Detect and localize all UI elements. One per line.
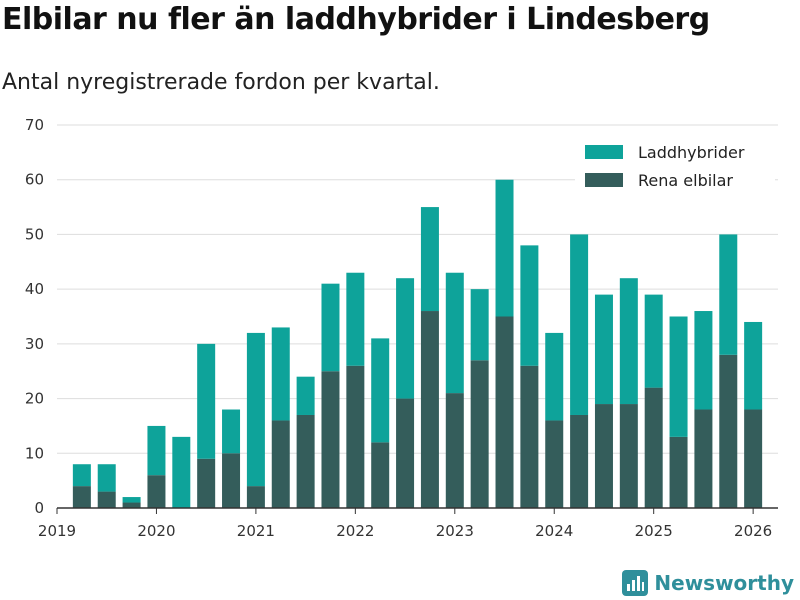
y-tick-label: 50 bbox=[25, 225, 44, 243]
x-tick-label: 2026 bbox=[734, 522, 772, 540]
bar-rena-elbilar bbox=[669, 436, 688, 508]
chart-subtitle: Antal nyregistrerade fordon per kvartal. bbox=[2, 70, 440, 95]
bar-rena-elbilar bbox=[545, 420, 564, 508]
bar-laddhybrider bbox=[97, 464, 116, 492]
bar-laddhybrider bbox=[72, 464, 91, 487]
x-tick-label: 2020 bbox=[137, 522, 175, 540]
y-tick-label: 40 bbox=[25, 280, 44, 298]
bar-laddhybrider bbox=[147, 425, 166, 476]
legend-label: Laddhybrider bbox=[638, 143, 745, 162]
bar-rena-elbilar bbox=[396, 398, 415, 508]
bar-rena-elbilar bbox=[147, 475, 166, 508]
bar-rena-elbilar bbox=[97, 491, 116, 508]
bar-laddhybrider bbox=[719, 234, 738, 355]
x-tick-label: 2024 bbox=[535, 522, 573, 540]
bar-rena-elbilar bbox=[470, 360, 489, 508]
bar-laddhybrider bbox=[644, 294, 663, 388]
bar-laddhybrider bbox=[669, 316, 688, 437]
brand-logo: Newsworthy bbox=[622, 570, 794, 596]
y-tick-label: 10 bbox=[25, 444, 44, 462]
bar-laddhybrider bbox=[470, 289, 489, 361]
legend-swatch bbox=[585, 173, 623, 187]
y-tick-label: 70 bbox=[25, 116, 44, 134]
legend-swatch bbox=[585, 145, 623, 159]
bar-laddhybrider bbox=[545, 332, 564, 421]
bar-laddhybrider bbox=[296, 376, 315, 415]
bar-rena-elbilar bbox=[694, 409, 713, 508]
axes: 0 10 20 30 40 50 60 70 2019 2020 2021 2022 2023 2024 2… bbox=[25, 116, 778, 540]
bar-rena-elbilar bbox=[719, 354, 738, 508]
bar-laddhybrider bbox=[122, 497, 141, 503]
x-tick-label: 2022 bbox=[336, 522, 374, 540]
bar-rena-elbilar bbox=[495, 316, 514, 508]
bar-rena-elbilar bbox=[246, 486, 265, 508]
bar-laddhybrider bbox=[570, 234, 589, 415]
bar-rena-elbilar bbox=[72, 486, 91, 508]
bar-laddhybrider bbox=[520, 245, 539, 366]
y-tick-label: 30 bbox=[25, 335, 44, 353]
brand-name: Newsworthy bbox=[654, 571, 794, 595]
bar-laddhybrider bbox=[371, 338, 390, 443]
newsworthy-logo-icon bbox=[622, 570, 649, 596]
y-tick-label: 0 bbox=[34, 499, 44, 517]
bar-laddhybrider bbox=[694, 311, 713, 410]
x-tick-label: 2019 bbox=[38, 522, 76, 540]
bar-rena-elbilar bbox=[197, 458, 216, 508]
bar-rena-elbilar bbox=[371, 442, 390, 508]
bar-laddhybrider bbox=[495, 179, 514, 317]
y-tick-label: 60 bbox=[25, 171, 44, 189]
bar-rena-elbilar bbox=[271, 420, 290, 508]
bar-rena-elbilar bbox=[122, 502, 141, 508]
x-tick-label: 2023 bbox=[436, 522, 474, 540]
chart-title: Elbilar nu fler än laddhybrider i Lindes… bbox=[2, 2, 710, 37]
bar-laddhybrider bbox=[246, 332, 265, 487]
bar-rena-elbilar bbox=[570, 414, 589, 508]
bar-rena-elbilar bbox=[445, 393, 464, 508]
bar-rena-elbilar bbox=[744, 409, 763, 508]
bar-laddhybrider bbox=[172, 436, 191, 508]
bar-rena-elbilar bbox=[420, 311, 439, 508]
bar-laddhybrider bbox=[396, 278, 415, 399]
bar-laddhybrider bbox=[346, 272, 365, 366]
bar-laddhybrider bbox=[197, 343, 216, 459]
bar-laddhybrider bbox=[594, 294, 613, 405]
bar-rena-elbilar bbox=[644, 387, 663, 508]
bar-rena-elbilar bbox=[222, 453, 241, 508]
bar-laddhybrider bbox=[445, 272, 464, 394]
x-tick-label: 2021 bbox=[237, 522, 275, 540]
legend-label: Rena elbilar bbox=[638, 171, 733, 190]
bar-laddhybrider bbox=[619, 278, 638, 405]
bar-laddhybrider bbox=[222, 409, 241, 454]
bar-rena-elbilar bbox=[619, 404, 638, 508]
bar-laddhybrider bbox=[271, 327, 290, 421]
bar-rena-elbilar bbox=[346, 365, 365, 508]
bar-rena-elbilar bbox=[594, 404, 613, 508]
bar-rena-elbilar bbox=[296, 414, 315, 508]
bar-rena-elbilar bbox=[321, 371, 340, 508]
y-tick-label: 20 bbox=[25, 390, 44, 408]
bar-rena-elbilar bbox=[520, 365, 539, 508]
x-tick-label: 2025 bbox=[635, 522, 673, 540]
bar-laddhybrider bbox=[420, 207, 439, 312]
bar-laddhybrider bbox=[744, 321, 763, 410]
bars bbox=[72, 179, 763, 508]
legend: Laddhybrider Rena elbilar bbox=[575, 140, 775, 198]
bar-laddhybrider bbox=[321, 283, 340, 372]
